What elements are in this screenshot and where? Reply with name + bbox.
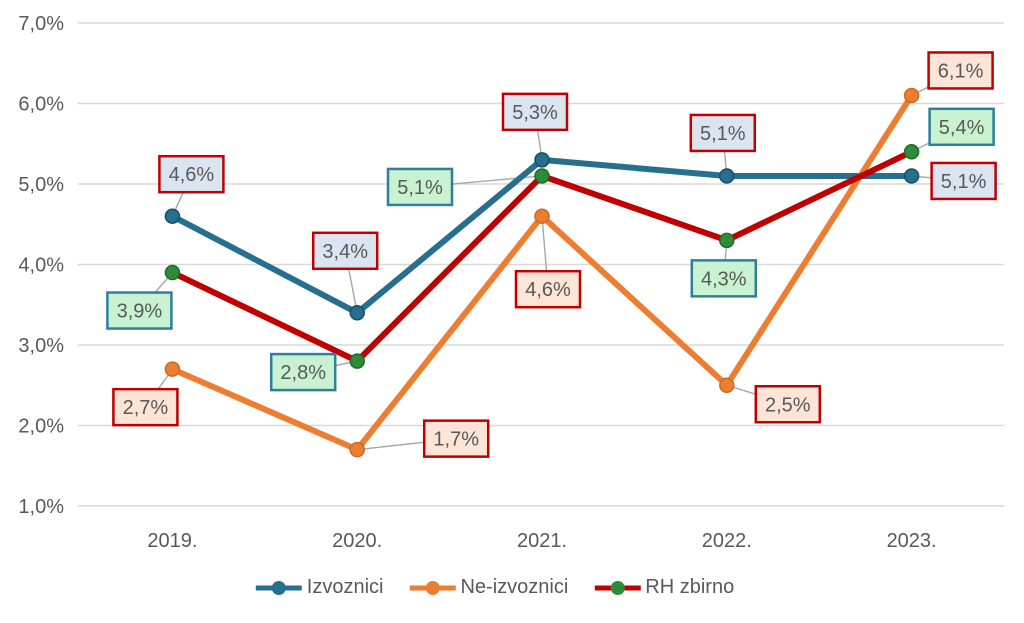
data-point-izvoznici <box>903 168 920 184</box>
y-tick-label: 3,0% <box>18 335 64 357</box>
data-label-rh-zbirno: 4,3% <box>690 259 758 298</box>
data-point-izvoznici <box>349 305 365 321</box>
data-label-izvoznici: 5,3% <box>501 92 569 132</box>
legend-item-izvoznici: Izvoznici <box>254 576 384 599</box>
data-label-izvoznici: 5,1% <box>689 113 757 153</box>
legend-marker-icon <box>594 580 641 595</box>
data-label-ne-izvoznici: 6,1% <box>927 51 994 90</box>
data-label-rh-zbirno: 5,4% <box>928 107 995 147</box>
data-point-rh-zbirno <box>534 168 550 184</box>
data-label-izvoznici: 4,6% <box>158 154 225 194</box>
data-label-text: 2,8% <box>280 362 326 384</box>
data-point-izvoznici <box>719 168 735 184</box>
data-label-rh-zbirno: 2,8% <box>269 352 337 392</box>
data-point-ne-izvoznici <box>164 361 181 377</box>
data-label-ne-izvoznici: 4,6% <box>514 269 582 309</box>
chart-legend: Izvoznici Ne-izvoznici RH zbirno <box>254 576 734 599</box>
data-label-text: 2,5% <box>765 394 811 416</box>
data-label-box <box>501 92 569 132</box>
legend-marker-icon <box>255 580 302 595</box>
data-label-text: 4,6% <box>169 164 215 186</box>
x-tick-label: 2020. <box>332 530 382 552</box>
legend-item-rh-zbirno: RH zbirno <box>592 576 734 599</box>
x-tick-label: 2023. <box>887 530 937 552</box>
data-label-text: 3,9% <box>117 301 163 323</box>
legend-label: Izvoznici <box>306 576 384 598</box>
data-label-text: 5,1% <box>700 123 746 145</box>
data-label-box <box>269 352 337 392</box>
x-tick-label: 2021. <box>517 530 567 552</box>
data-point-rh-zbirno <box>349 353 365 369</box>
data-label-text: 5,1% <box>941 171 987 193</box>
data-label-text: 1,7% <box>433 429 479 451</box>
data-label-box <box>112 387 179 427</box>
y-tick-label: 2,0% <box>18 416 64 438</box>
data-label-rh-zbirno: 3,9% <box>106 291 173 330</box>
data-label-text: 5,3% <box>512 102 558 124</box>
data-label-text: 4,6% <box>525 279 571 301</box>
data-label-box <box>927 51 994 90</box>
data-label-rh-zbirno: 5,1% <box>386 167 454 207</box>
data-point-izvoznici <box>164 208 181 224</box>
data-label-box <box>422 419 490 458</box>
data-label-box <box>928 107 995 147</box>
data-label-text: 4,3% <box>701 268 747 290</box>
data-label-text: 2,7% <box>123 397 169 419</box>
legend-item-ne-izvoznici: Ne-izvoznici <box>407 576 568 599</box>
data-label-box <box>386 167 454 207</box>
data-label-box <box>311 231 379 271</box>
legend-marker-icon <box>409 580 456 595</box>
data-label-ne-izvoznici: 1,7% <box>422 419 490 458</box>
data-point-ne-izvoznici <box>349 441 365 458</box>
data-label-text: 6,1% <box>938 60 984 82</box>
data-label-izvoznici: 3,4% <box>311 231 379 271</box>
legend-circle-swatch <box>610 580 625 595</box>
data-label-izvoznici: 5,1% <box>930 161 997 201</box>
legend-label: RH zbirno <box>645 576 735 598</box>
data-label-text: 5,4% <box>939 117 985 139</box>
legend-label: Ne-izvoznici <box>460 576 569 598</box>
data-point-rh-zbirno <box>719 232 735 249</box>
data-point-ne-izvoznici <box>534 208 550 224</box>
x-tick-label: 2019. <box>147 530 197 552</box>
data-label-box <box>690 259 758 298</box>
data-label-text: 5,1% <box>397 177 443 199</box>
data-label-text: 3,4% <box>322 241 368 263</box>
data-point-ne-izvoznici <box>903 87 920 104</box>
y-tick-label: 1,0% <box>18 496 64 518</box>
y-tick-label: 7,0% <box>18 13 64 35</box>
data-label-box <box>514 269 582 309</box>
y-tick-label: 5,0% <box>18 174 64 196</box>
data-label-ne-izvoznici: 2,5% <box>754 385 822 424</box>
y-tick-label: 4,0% <box>18 255 64 277</box>
x-tick-label: 2022. <box>702 530 752 552</box>
data-point-rh-zbirno <box>903 144 920 160</box>
data-label-box <box>930 161 997 201</box>
data-point-rh-zbirno <box>164 264 181 281</box>
legend-circle-swatch <box>425 580 440 595</box>
y-tick-label: 6,0% <box>18 94 64 116</box>
data-label-ne-izvoznici: 2,7% <box>112 387 179 427</box>
data-label-box <box>158 154 225 194</box>
data-label-box <box>689 113 757 153</box>
data-point-izvoznici <box>534 152 550 168</box>
data-label-box <box>106 291 173 330</box>
data-point-ne-izvoznici <box>719 377 735 393</box>
data-label-box <box>754 385 822 424</box>
legend-circle-swatch <box>271 580 286 595</box>
